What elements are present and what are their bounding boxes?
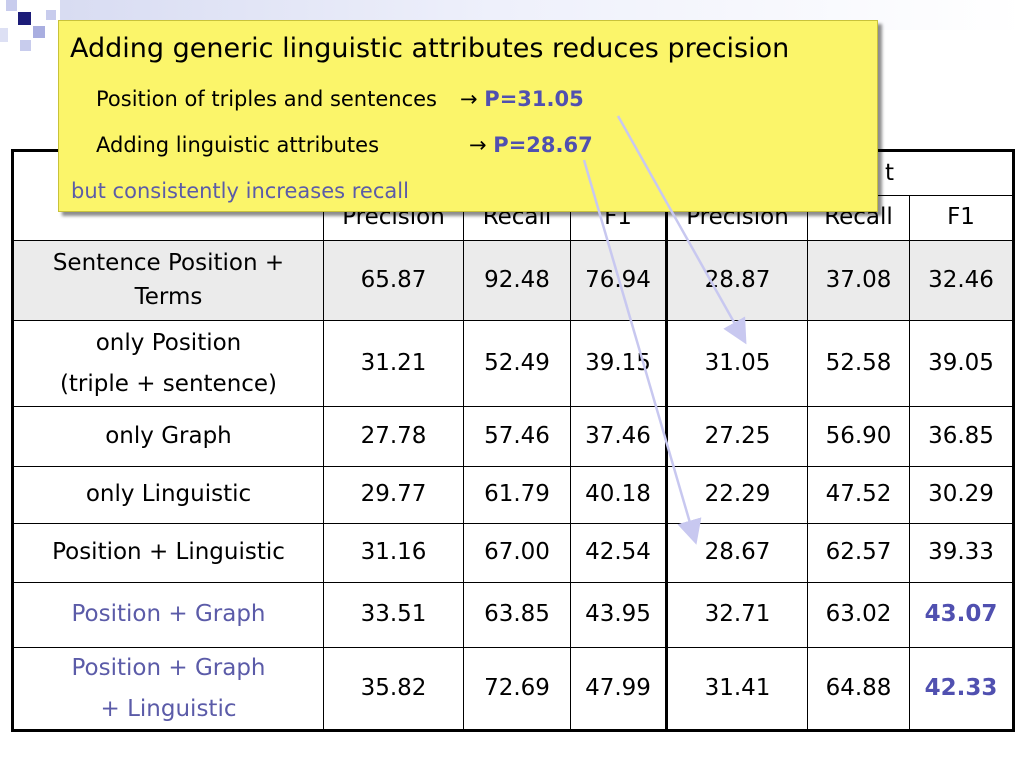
table-cell: 42.54 [570, 523, 667, 583]
table-cell: 37.46 [570, 406, 667, 467]
table-row: only Graph 27.78 57.46 37.46 27.25 56.90… [12, 406, 1015, 467]
table-cell: 39.05 [908, 320, 1015, 407]
table-cell: 64.88 [807, 647, 910, 731]
table-cell: 52.58 [807, 320, 910, 407]
table-cell: 52.49 [463, 320, 571, 407]
table-cell: 57.46 [463, 406, 571, 467]
slide-decoration-square-dark [18, 12, 31, 25]
callout-line-linguistic: Adding linguistic attributes [96, 133, 380, 157]
table-cell: 47.99 [570, 647, 667, 731]
row-label: Position + Graph [12, 582, 324, 648]
slide-decoration-square [0, 28, 8, 42]
table-cell: 27.25 [665, 406, 808, 467]
row-label: Position + Graph + Linguistic [12, 647, 324, 731]
pointer-line [582, 159, 702, 545]
table-cell: 43.95 [570, 582, 667, 648]
table-cell: 61.79 [463, 466, 571, 524]
precision-value: P=31.05 [484, 87, 584, 111]
callout-title: Adding generic linguistic attributes red… [70, 33, 790, 64]
table-cell: 29.77 [323, 466, 464, 524]
table-cell: 67.00 [463, 523, 571, 583]
slide-decoration-square [33, 26, 45, 38]
table-cell: 27.78 [323, 406, 464, 467]
table-cell-highlight: 42.33 [908, 647, 1015, 731]
callout-line-position: Position of triples and sentences [96, 87, 437, 111]
table-row: Position + Linguistic 31.16 67.00 42.54 … [12, 523, 1015, 583]
table-cell: 35.82 [323, 647, 464, 731]
table-cell: 36.85 [908, 406, 1015, 467]
right-arrow-icon: → [460, 87, 478, 111]
right-arrow-icon: → [469, 133, 487, 157]
table-cell: 28.87 [665, 240, 808, 321]
slide-decoration-square [6, 0, 17, 11]
table-cell: 47.52 [807, 466, 910, 524]
table-cell: 31.16 [323, 523, 464, 583]
slide-decoration-square [20, 40, 31, 51]
table-cell: 30.29 [908, 466, 1015, 524]
callout-value-linguistic: → P=28.67 [469, 133, 593, 157]
table-cell: 72.69 [463, 647, 571, 731]
callout-value-position: → P=31.05 [460, 87, 584, 111]
precision-value: P=28.67 [493, 133, 593, 157]
group-header-fragment: t [885, 159, 895, 186]
pointer-line [616, 115, 747, 345]
table-cell: 33.51 [323, 582, 464, 648]
table-cell: 92.48 [463, 240, 571, 321]
table-cell: 63.02 [807, 582, 910, 648]
row-label: only Position (triple + sentence) [12, 320, 324, 407]
table-cell: 37.08 [807, 240, 910, 321]
table-cell: 32.46 [908, 240, 1015, 321]
table-cell: 56.90 [807, 406, 910, 467]
slide-decoration-square [46, 10, 56, 20]
table-cell: 32.71 [665, 582, 808, 648]
table-row: Sentence Position +Terms 65.87 92.48 76.… [12, 240, 1015, 321]
callout-recall-note: but consistently increases recall [71, 179, 409, 203]
table-cell: 31.41 [665, 647, 808, 731]
table-row: only Linguistic 29.77 61.79 40.18 22.29 … [12, 466, 1015, 524]
table-cell-highlight: 43.07 [908, 582, 1015, 648]
table-row: Position + Graph + Linguistic 35.82 72.69… [12, 647, 1015, 731]
table-cell: 39.33 [908, 523, 1015, 583]
annotation-callout: Adding generic linguistic attributes red… [58, 20, 878, 212]
